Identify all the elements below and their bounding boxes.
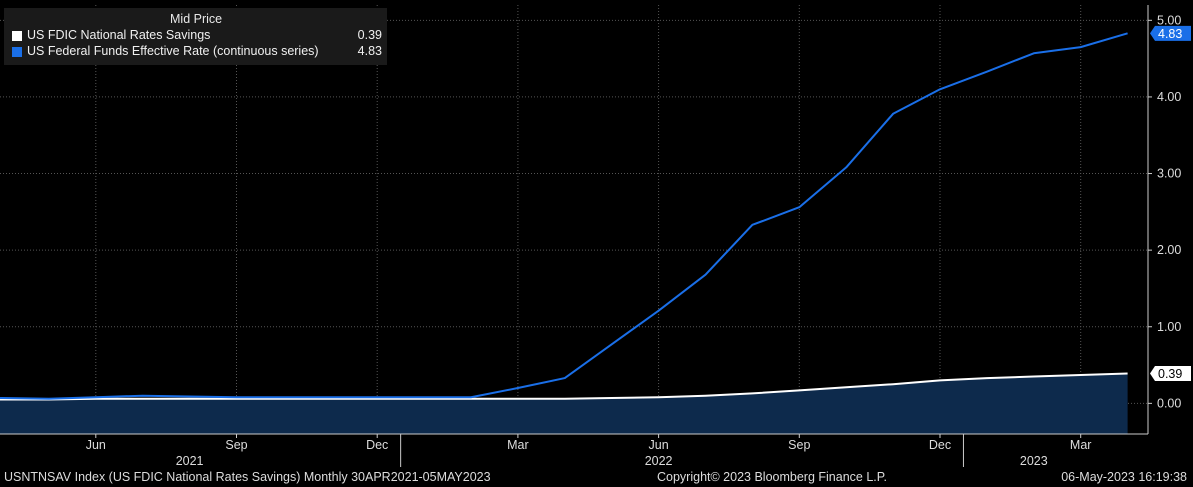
x-tick-label: Sep — [788, 438, 810, 452]
legend: Mid Price US FDIC National Rates Savings… — [4, 8, 387, 65]
x-tick-label: Mar — [1070, 438, 1092, 452]
x-tick-label: Jun — [649, 438, 669, 452]
last-value-text: 4.83 — [1158, 27, 1182, 41]
savings-area-fill — [0, 373, 1128, 434]
legend-item-fed-funds: US Federal Funds Effective Rate (continu… — [12, 44, 382, 59]
y-tick-label: 4.00 — [1157, 90, 1181, 104]
x-tick-label: Dec — [366, 438, 388, 452]
legend-swatch-fed-funds — [12, 47, 22, 57]
series-line-fed-funds — [0, 32, 1128, 400]
y-tick-label: 5.00 — [1157, 13, 1181, 27]
legend-value-fed-funds: 4.83 — [357, 44, 382, 58]
footer-copyright: Copyright© 2023 Bloomberg Finance L.P. — [657, 470, 887, 484]
last-value-text: 0.39 — [1158, 367, 1182, 381]
last-value-labels: 0.39 4.83 — [1150, 25, 1191, 381]
footer-index-info: USNTNSAV Index (US FDIC National Rates S… — [4, 470, 491, 484]
legend-header: Mid Price — [170, 12, 223, 26]
last-value-label-fdic-savings: 0.39 — [1150, 365, 1191, 381]
x-year-label: 2023 — [1020, 454, 1048, 468]
y-tick-label: 1.00 — [1157, 320, 1181, 334]
y-tick-label: 3.00 — [1157, 167, 1181, 181]
area-fill — [0, 373, 1128, 434]
last-value-label-fed-funds: 4.83 — [1150, 25, 1191, 41]
x-tick-label: Jun — [86, 438, 106, 452]
x-year-label: 2021 — [176, 454, 204, 468]
legend-swatch-fdic-savings — [12, 31, 22, 41]
axes: 0.00 1.00 2.00 3.00 4.00 5.00 Jun Sep Dec Mar Jun S… — [0, 5, 1181, 468]
legend-value-fdic-savings: 0.39 — [357, 28, 382, 42]
series-lines — [0, 32, 1128, 401]
x-tick-label: Dec — [929, 438, 951, 452]
x-year-label: 2022 — [645, 454, 673, 468]
y-tick-label: 2.00 — [1157, 243, 1181, 257]
legend-name-fdic-savings: US FDIC National Rates Savings — [27, 28, 211, 42]
x-tick-label: Mar — [507, 438, 529, 452]
y-tick-label: 0.00 — [1157, 396, 1181, 410]
legend-item-fdic-savings: US FDIC National Rates Savings 0.39 — [12, 28, 382, 43]
x-tick-label: Sep — [225, 438, 247, 452]
last-value-tag — [1150, 365, 1191, 381]
series-line-fdic-savings — [0, 372, 1128, 401]
footer-timestamp: 06-May-2023 16:19:38 — [1061, 470, 1187, 484]
grid — [0, 5, 1148, 434]
last-value-tag — [1150, 25, 1191, 41]
legend-name-fed-funds: US Federal Funds Effective Rate (continu… — [27, 44, 319, 58]
